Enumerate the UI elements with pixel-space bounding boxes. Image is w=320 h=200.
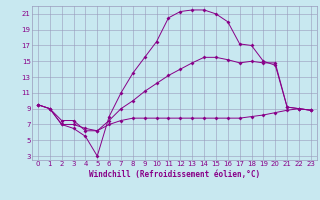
- X-axis label: Windchill (Refroidissement éolien,°C): Windchill (Refroidissement éolien,°C): [89, 170, 260, 179]
